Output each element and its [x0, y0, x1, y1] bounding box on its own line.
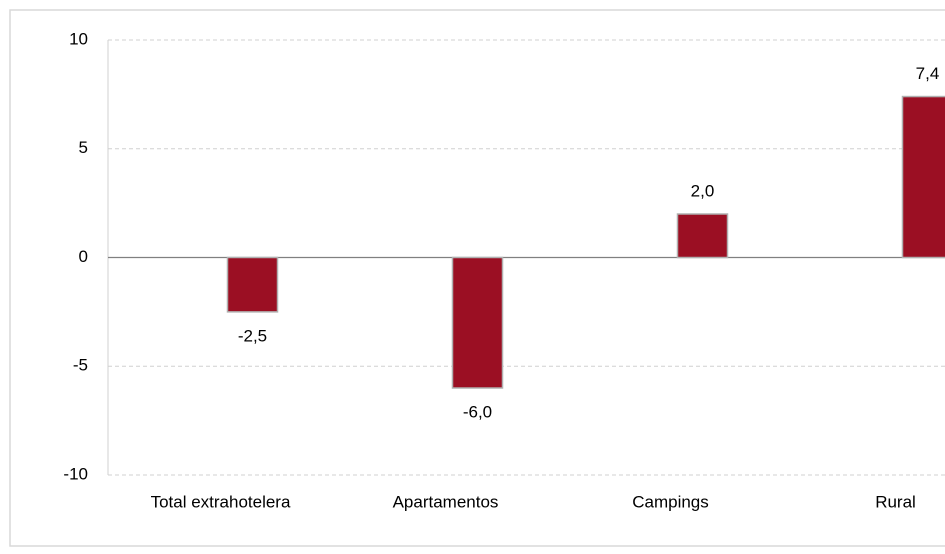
value-label: -2,5 — [238, 326, 267, 345]
x-tick-label: Campings — [632, 492, 709, 511]
y-tick-label: -5 — [73, 356, 88, 375]
bar — [676, 213, 729, 259]
y-tick-label: 5 — [79, 138, 88, 157]
value-label: 7,4 — [916, 64, 940, 83]
y-tick-label: 0 — [79, 247, 88, 266]
bar — [451, 256, 504, 389]
x-tick-label: Total extrahotelera — [151, 492, 291, 511]
bar — [901, 95, 945, 259]
x-tick-label: Apartamentos — [393, 492, 499, 511]
y-tick-label: 10 — [69, 29, 88, 48]
y-tick-label: -10 — [63, 464, 88, 483]
x-tick-label: Rural — [875, 492, 916, 511]
value-label: -6,0 — [463, 402, 492, 421]
bar — [226, 256, 279, 313]
value-label: 2,0 — [691, 181, 715, 200]
